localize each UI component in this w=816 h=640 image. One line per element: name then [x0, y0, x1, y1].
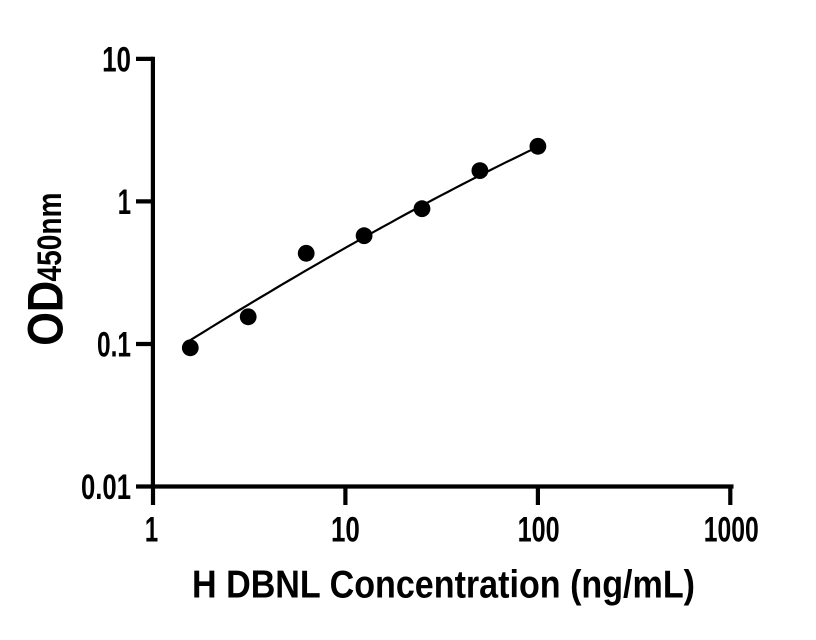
svg-text:0.01: 0.01 — [81, 468, 131, 507]
svg-text:450nm: 450nm — [31, 193, 69, 282]
svg-text:1000: 1000 — [704, 511, 759, 550]
svg-text:OD: OD — [18, 281, 74, 346]
svg-text:10: 10 — [331, 511, 360, 550]
svg-text:H DBNL Concentration (ng/mL): H DBNL Concentration (ng/mL) — [192, 563, 695, 606]
svg-text:0.1: 0.1 — [97, 326, 131, 365]
svg-text:1: 1 — [145, 511, 158, 550]
svg-text:10: 10 — [102, 40, 131, 79]
svg-text:1: 1 — [118, 183, 131, 222]
svg-text:100: 100 — [518, 511, 560, 550]
